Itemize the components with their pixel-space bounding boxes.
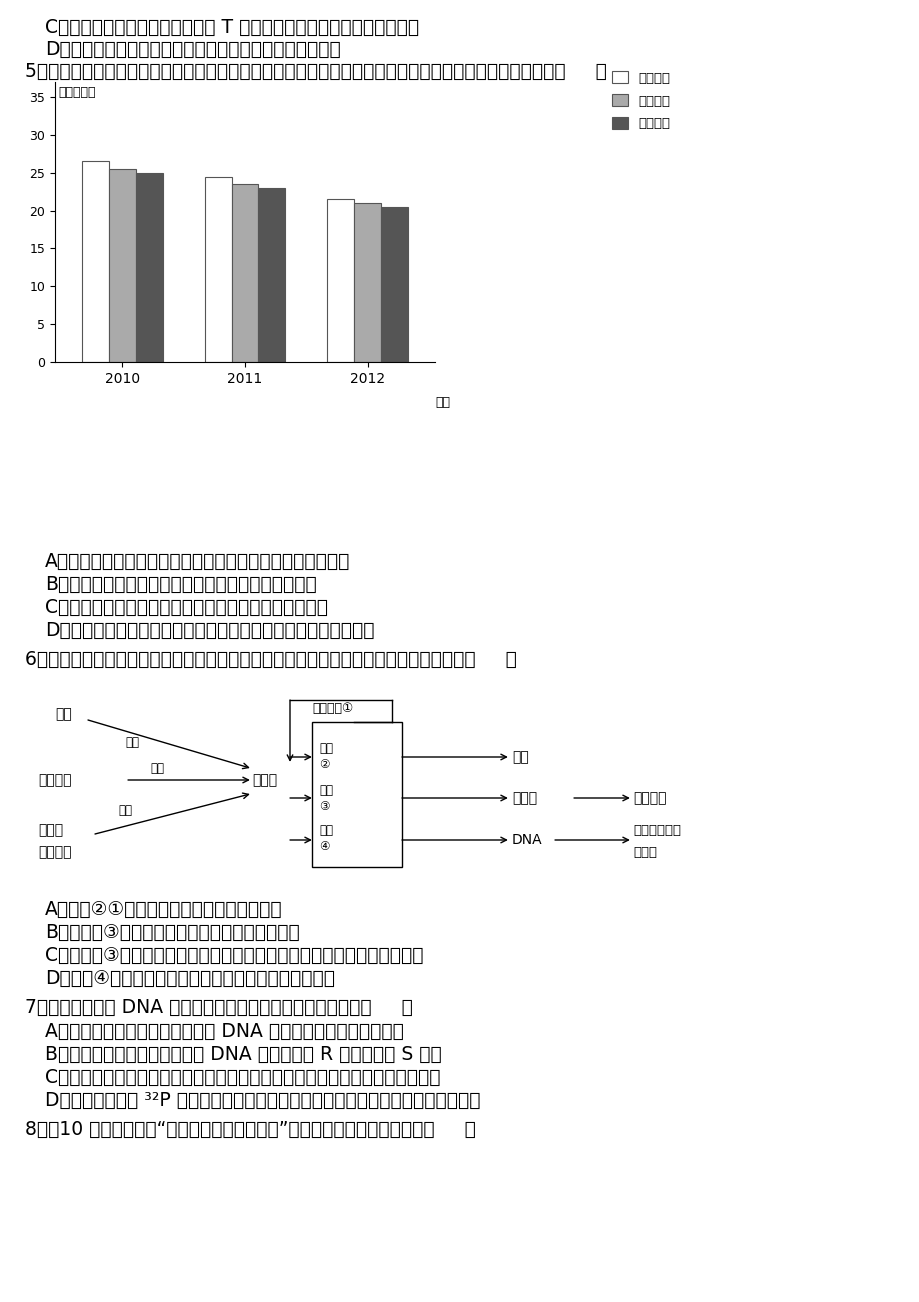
Text: 细胞内: 细胞内 [38,823,63,837]
Text: 蛋白质: 蛋白质 [512,792,537,805]
Bar [82,161,108,362]
Bar [312,723,402,867]
Text: 7．下列关于探索 DNA 是遗传物质证据实验的叙述，正确的是（     ）: 7．下列关于探索 DNA 是遗传物质证据实验的叙述，正确的是（ ） [25,999,413,1017]
Bar [327,199,354,362]
Text: B．若过程③使酪氨酸酶活性降低，将引起白化病: B．若过程③使酪氨酸酶活性降低，将引起白化病 [45,923,300,943]
Text: 物种丰富度: 物种丰富度 [59,86,96,99]
Text: D．过程④可能导致细胞膜上蛋白质种类或数量发生改变: D．过程④可能导致细胞膜上蛋白质种类或数量发生改变 [45,969,335,988]
Text: 替换等: 替换等 [632,845,656,858]
Text: 年份: 年份 [435,396,449,409]
Text: B．肺炎双球菌离体转化实验中 DNA 可以使全部 R 型菌转化为 S 型菌: B．肺炎双球菌离体转化实验中 DNA 可以使全部 R 型菌转化为 S 型菌 [45,1046,441,1064]
Bar [258,187,285,362]
Text: D．若噌菌体侵染 ³²P 标记的细菌，则细菌裂解后得到的子代噌菌体少数带有放射性: D．若噌菌体侵染 ³²P 标记的细菌，则细菌裂解后得到的子代噌菌体少数带有放射性 [45,1091,480,1111]
Text: 氧化反应: 氧化反应 [38,845,72,859]
Text: D．维持牧草和放牧数量的适宜比例，能保证高寒草甫不发生演替: D．维持牧草和放牧数量的适宜比例，能保证高寒草甫不发生演替 [45,621,374,641]
Text: 碱基对缺失、: 碱基对缺失、 [632,823,680,836]
Text: 磷脂: 磷脂 [512,750,528,764]
Text: ②: ② [319,759,329,772]
Legend: 轻度放牧, 中度放牧, 重度放牧: 轻度放牧, 中度放牧, 重度放牧 [606,66,675,135]
Bar [108,169,136,362]
Bar [232,184,258,362]
Bar [204,177,232,362]
Text: 活性下降: 活性下降 [632,792,665,805]
Text: 产生: 产生 [125,736,139,749]
Text: B．调查物种丰富度时，不能对采集到的数据取平均值: B．调查物种丰富度时，不能对采集到的数据取平均值 [45,575,316,594]
Text: D．被病毒感染后，可用人工标记的抗体检测感染病毒种类: D．被病毒感染后，可用人工标记的抗体检测感染病毒种类 [45,40,340,59]
Text: 有害物质: 有害物质 [38,773,72,786]
Text: 自由基: 自由基 [252,773,277,786]
Text: 攻击: 攻击 [319,742,333,755]
Text: A．随着放牧强度的增加，该地区植物物种丰富度呈下降趋势: A．随着放牧强度的增加，该地区植物物种丰富度呈下降趋势 [45,552,350,572]
Text: 6．自由基学说是一种细胞衰老假说，自由基导致细胞衰老过程如图。有关叙述正确的是（     ）: 6．自由基学说是一种细胞衰老假说，自由基导致细胞衰老过程如图。有关叙述正确的是（… [25,650,516,669]
Bar [136,173,163,362]
Text: A．过程②①引起的作用效果属于负反馈调节: A．过程②①引起的作用效果属于负反馈调节 [45,900,282,919]
Text: 8．（10 分）下列关于“核酸是遗传物质的证据”相关实验的叙述，正确的是（     ）: 8．（10 分）下列关于“核酸是遗传物质的证据”相关实验的叙述，正确的是（ ） [25,1120,475,1139]
Text: C．噌菌体侵染细菌实验中，若未搅拌马上离心则噌菌体可能主要存在于沉淠中: C．噌菌体侵染细菌实验中，若未搅拌马上离心则噌菌体可能主要存在于沉淠中 [45,1068,440,1087]
Text: ③: ③ [319,799,329,812]
Text: C．若过程③使细胞膜上葡萄糖载体的活性下降，葡萄糖将会自由进出细胞: C．若过程③使细胞膜上葡萄糖载体的活性下降，葡萄糖将会自由进出细胞 [45,947,423,965]
Text: 产生更多①: 产生更多① [312,702,353,715]
Bar [380,207,408,362]
Text: 产生: 产生 [118,803,131,816]
Text: 5．某兴趣小组研究放牧对某地高寒草甫植物物种丰富度的影响，结果如下图所示。下列有关分析错误的是（     ）: 5．某兴趣小组研究放牧对某地高寒草甫植物物种丰富度的影响，结果如下图所示。下列有… [25,62,607,81]
Text: C．寄生型病毒感染时，一般只有 T 淡巴细胞会被活化而参与病毒的消灯: C．寄生型病毒感染时，一般只有 T 淡巴细胞会被活化而参与病毒的消灯 [45,18,419,36]
Text: 产生: 产生 [150,762,164,775]
Text: ④: ④ [319,841,329,854]
Text: 攻击: 攻击 [319,824,333,837]
Text: DNA: DNA [512,833,542,848]
Text: A．肺炎双球菌活体转化实验证明 DNA 可以改变生物体的遗传性状: A．肺炎双球菌活体转化实验证明 DNA 可以改变生物体的遗传性状 [45,1022,403,1042]
Text: C．过度放牧会导致高寒草甫退化，草甫的生态功能下降: C．过度放牧会导致高寒草甫退化，草甫的生态功能下降 [45,598,328,617]
Bar [354,203,380,362]
Text: 攻击: 攻击 [319,784,333,797]
Text: 辐射: 辐射 [55,707,72,721]
